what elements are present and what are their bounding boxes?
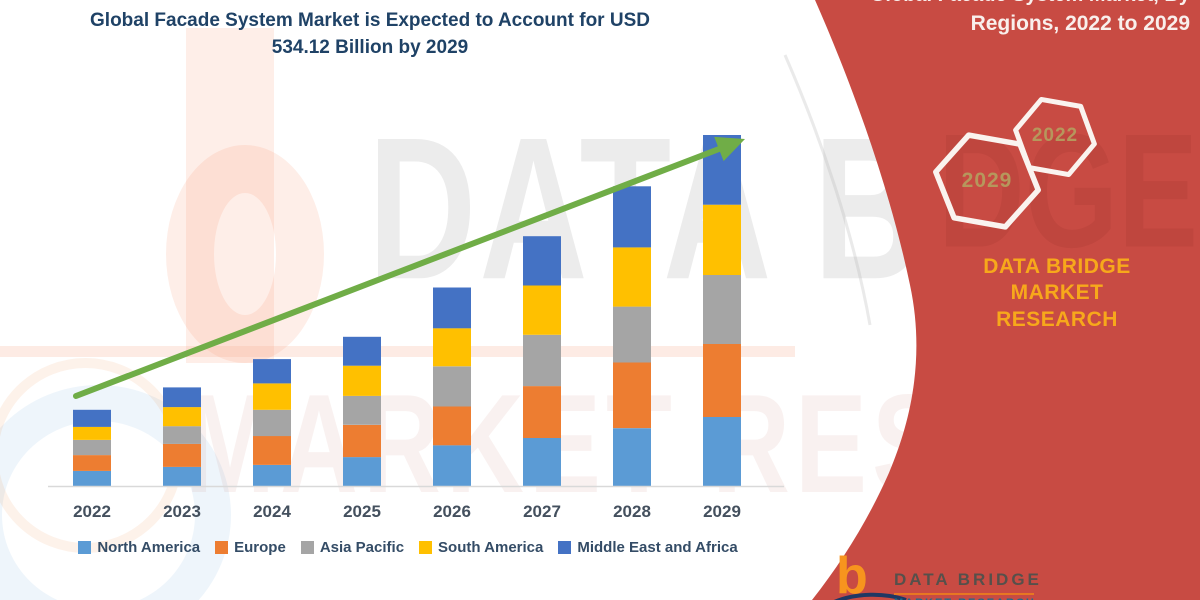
panel-caption: Regions, 2022 to 2029 bbox=[970, 12, 1190, 35]
bar-segment-2022-middle-east-and-africa bbox=[73, 409, 111, 427]
bar-segment-2028-north-america bbox=[613, 428, 651, 486]
red-panel-shape bbox=[812, 0, 1200, 600]
panel-caption-clipped-line: Global Facade System Market, By bbox=[770, 0, 1190, 5]
bar-segment-2029-south-america bbox=[703, 204, 741, 275]
bar-segment-2022-europe bbox=[73, 455, 111, 471]
legend-item-europe: Europe bbox=[215, 539, 286, 556]
bar-segment-2025-europe bbox=[343, 424, 381, 458]
bar-segment-2022-asia-pacific bbox=[73, 440, 111, 456]
bar-segment-2022-south-america bbox=[73, 426, 111, 440]
legend-swatch-icon bbox=[558, 541, 572, 554]
bar-segment-2028-asia-pacific bbox=[613, 306, 651, 363]
bar-segment-2027-middle-east-and-africa bbox=[523, 236, 561, 286]
footer-logo-b-icon: b bbox=[836, 547, 868, 600]
bar-segment-2026-asia-pacific bbox=[433, 366, 471, 407]
bar-segment-2023-north-america bbox=[163, 466, 201, 486]
legend-label: Middle East and Africa bbox=[577, 539, 738, 556]
hexagon-small-outline bbox=[1013, 96, 1097, 178]
legend-item-middle-east-and-africa: Middle East and Africa bbox=[558, 539, 738, 556]
chart-title-line1: Global Facade System Market is Expected … bbox=[90, 10, 650, 31]
legend-swatch-icon bbox=[215, 541, 229, 554]
footer-logo-swoosh-icon bbox=[834, 592, 907, 600]
legend-swatch-icon bbox=[78, 541, 92, 554]
legend-item-south-america: South America bbox=[419, 539, 543, 556]
bar-segment-2029-asia-pacific bbox=[703, 275, 741, 344]
bar-segment-2025-asia-pacific bbox=[343, 395, 381, 425]
legend-label: Asia Pacific bbox=[319, 539, 405, 556]
chart-title: Global Facade System Market is Expected … bbox=[40, 8, 700, 61]
legend-swatch-icon bbox=[419, 541, 433, 554]
bar-segment-2024-north-america bbox=[253, 465, 291, 486]
bar-segment-2027-south-america bbox=[523, 285, 561, 335]
bar-segment-2023-europe bbox=[163, 443, 201, 467]
bar-segment-2028-south-america bbox=[613, 247, 651, 307]
bar-segment-2027-asia-pacific bbox=[523, 334, 561, 387]
bar-segment-2028-middle-east-and-africa bbox=[613, 186, 651, 248]
bar-segment-2027-north-america bbox=[523, 438, 561, 486]
bar-segment-2023-south-america bbox=[163, 407, 201, 427]
chart-title-line2: 534.12 Billion by 2029 bbox=[271, 36, 469, 58]
trend-arrow-head bbox=[714, 136, 745, 162]
hexagon-year-2029: 2029 bbox=[961, 169, 1013, 192]
bar-segment-2025-north-america bbox=[343, 457, 381, 486]
bar-segment-2026-middle-east-and-africa bbox=[433, 287, 471, 329]
bar-segment-2024-south-america bbox=[253, 383, 291, 410]
watermark-text-red-fragment: DGE bbox=[938, 100, 1199, 282]
bar-segment-2022-north-america bbox=[73, 470, 111, 486]
footer-logo-name: DATA BRIDGE bbox=[894, 570, 1042, 589]
legend-item-north-america: North America bbox=[78, 539, 200, 556]
brand-wordmark: DATA BRIDGE MARKET RESEARCH bbox=[938, 254, 1176, 333]
legend-label: North America bbox=[97, 539, 201, 556]
bar-segment-2024-middle-east-and-africa bbox=[253, 359, 291, 384]
brand-line1: DATA BRIDGE MARKET bbox=[983, 255, 1131, 305]
bar-segment-2025-middle-east-and-africa bbox=[343, 336, 381, 366]
footer-logo-rule bbox=[894, 593, 1034, 595]
footer-logo-subtitle: MARKET RESEARCH bbox=[894, 597, 1036, 600]
bar-segment-2024-asia-pacific bbox=[253, 409, 291, 437]
trend-arrow-shaft bbox=[73, 146, 722, 399]
trend-arrow bbox=[73, 136, 745, 399]
chart-legend: North America Europe Asia Pacific South Ame… bbox=[36, 539, 780, 556]
bar-segment-2026-north-america bbox=[433, 445, 471, 486]
panel-edge-shadow-curve bbox=[783, 54, 872, 326]
bar-segment-2024-europe bbox=[253, 436, 291, 465]
watermark-stripe bbox=[0, 346, 795, 357]
footer-logo: b DATA BRIDGE MARKET RESEARCH bbox=[834, 547, 1096, 600]
bar-segment-2025-south-america bbox=[343, 365, 381, 396]
brand-line2: RESEARCH bbox=[996, 307, 1118, 331]
bar-segment-2028-europe bbox=[613, 362, 651, 429]
bar-segment-2026-south-america bbox=[433, 328, 471, 367]
bar-segment-2029-north-america bbox=[703, 417, 741, 486]
bar-segment-2023-middle-east-and-africa bbox=[163, 387, 201, 408]
legend-swatch-icon bbox=[300, 541, 314, 554]
hexagon-year-2022: 2022 bbox=[1031, 125, 1079, 146]
bar-segment-2027-europe bbox=[523, 386, 561, 438]
bar-segment-2023-asia-pacific bbox=[163, 426, 201, 444]
bar-segment-2026-europe bbox=[433, 406, 471, 446]
legend-item-asia-pacific: Asia Pacific bbox=[300, 539, 405, 556]
bar-segment-2029-europe bbox=[703, 344, 741, 417]
legend-label: South America bbox=[438, 539, 544, 556]
legend-label: Europe bbox=[234, 539, 286, 556]
